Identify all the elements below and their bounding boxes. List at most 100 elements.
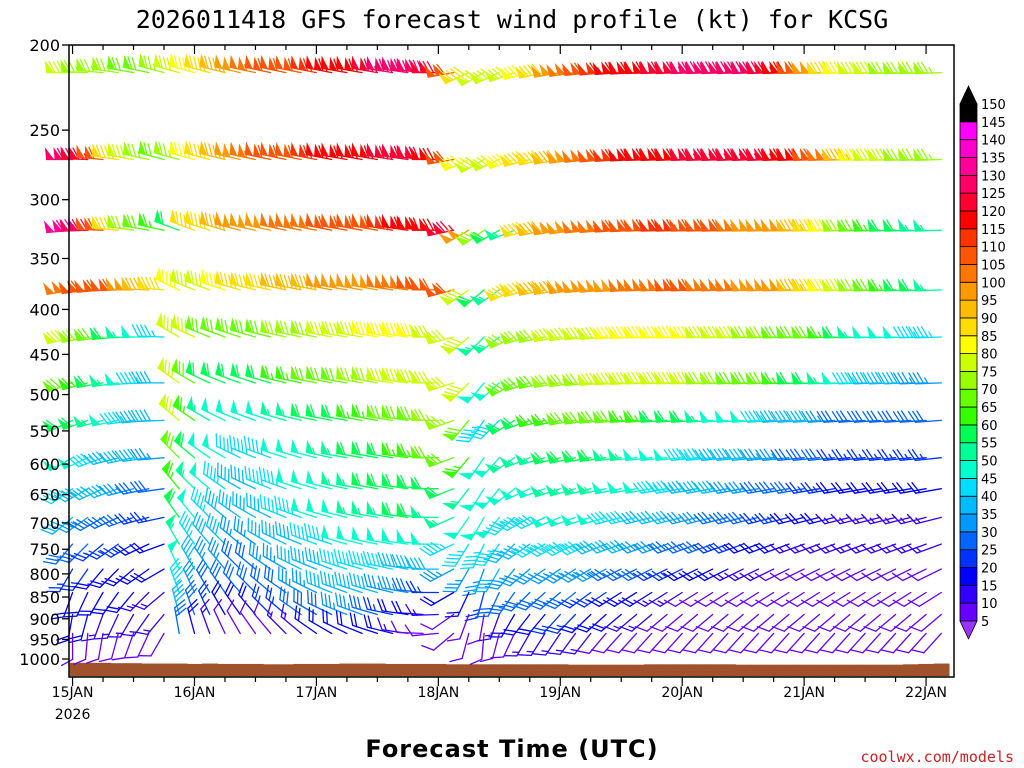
barb-pennant	[438, 295, 455, 306]
barb-feather	[733, 372, 742, 385]
wind-barb	[438, 288, 470, 306]
barb-feather	[728, 649, 742, 654]
barb-feather	[534, 329, 544, 341]
wind-barb	[99, 543, 135, 558]
wind-barb	[586, 568, 622, 582]
barb-feather	[647, 544, 659, 554]
barb-pennant	[230, 399, 239, 415]
colorbar-legend: 5101520253035404550556065707580859095100…	[959, 85, 1006, 640]
barb-feather	[76, 519, 89, 527]
barb-feather	[178, 56, 183, 70]
barb-feather	[609, 541, 621, 551]
barb-feather	[223, 436, 226, 451]
barb-feather	[526, 577, 540, 585]
barb-feather	[916, 326, 925, 339]
wind-barb	[405, 557, 439, 570]
barb-feather	[172, 565, 183, 577]
barb-half-feather	[539, 284, 545, 291]
barb-feather	[65, 611, 80, 614]
barb-feather	[77, 328, 87, 341]
barb-feather	[492, 521, 506, 528]
barb-feather	[204, 212, 209, 227]
wind-barb	[320, 470, 348, 490]
credit-link[interactable]: coolwx.com/models	[860, 748, 1014, 766]
barb-pennant	[454, 235, 470, 246]
barb-feather	[426, 543, 439, 553]
barb-pennant	[75, 216, 85, 230]
wind-barb	[754, 542, 790, 554]
barb-feather	[414, 477, 422, 490]
barb-pennant	[114, 277, 124, 291]
barb-feather	[487, 582, 502, 587]
barb-feather	[835, 410, 845, 423]
barb-feather	[564, 543, 576, 552]
barb-feather	[794, 410, 803, 423]
wind-barb	[800, 448, 836, 462]
barb-feather	[548, 543, 561, 553]
surface-segment	[384, 663, 401, 677]
barb-pennant	[73, 375, 86, 388]
barb-pennant	[410, 60, 421, 73]
barb-feather	[739, 572, 751, 582]
barb-feather	[210, 493, 215, 507]
barb-staff	[827, 591, 851, 607]
barb-feather	[127, 410, 137, 423]
barb-pennant	[89, 374, 101, 387]
wind-barb	[679, 591, 714, 607]
wind-barb	[260, 437, 287, 459]
wind-barb	[442, 568, 470, 593]
barb-pennant	[738, 147, 749, 161]
barb-feather	[400, 443, 407, 457]
barb-pennant	[366, 213, 375, 228]
barb-pennant	[576, 482, 589, 495]
barb-feather	[472, 158, 485, 168]
barb-half-feather	[863, 224, 868, 232]
barb-feather	[744, 449, 753, 461]
barb-half-feather	[142, 515, 148, 522]
barb-pennant	[913, 278, 924, 292]
barb-feather	[474, 428, 488, 434]
wind-barb	[244, 141, 272, 161]
barb-pennant	[514, 453, 528, 466]
wind-barb	[806, 371, 836, 385]
barb-feather	[303, 145, 309, 159]
barb-feather	[634, 626, 648, 632]
barb-feather	[596, 372, 605, 385]
barb-feather	[298, 321, 304, 336]
barb-feather	[222, 560, 229, 574]
barb-pennant	[499, 285, 513, 298]
barb-pennant	[169, 209, 178, 225]
barb-pennant	[167, 538, 179, 553]
barb-feather	[46, 331, 57, 343]
wind-barb	[263, 564, 287, 594]
wind-barb	[199, 315, 226, 338]
barb-half-feather	[852, 377, 857, 384]
wind-barb	[498, 591, 531, 612]
barb-feather	[87, 583, 101, 589]
barb-feather	[488, 524, 503, 530]
wind-barb	[184, 315, 211, 338]
wind-barb	[423, 453, 455, 468]
barb-pennant	[714, 148, 726, 161]
barb-feather	[748, 448, 757, 461]
barb-feather	[268, 523, 271, 538]
barb-feather	[297, 549, 301, 564]
barb-feather	[127, 143, 133, 157]
barb-pennant	[745, 148, 756, 161]
barb-feather	[657, 372, 666, 385]
wind-barb	[218, 489, 241, 519]
barb-feather	[164, 359, 167, 374]
barb-feather	[724, 599, 738, 607]
barb-feather	[95, 57, 102, 71]
barb-feather	[724, 572, 736, 582]
barb-feather	[127, 448, 137, 461]
barb-pennant	[592, 149, 604, 162]
wind-barb	[867, 278, 897, 292]
wind-barb	[800, 543, 836, 554]
barb-feather	[785, 482, 795, 494]
wind-barb	[848, 613, 881, 632]
barb-feather	[855, 410, 864, 423]
barb-feather	[171, 561, 181, 573]
surface-segment	[430, 663, 447, 677]
wind-barb	[261, 519, 287, 545]
